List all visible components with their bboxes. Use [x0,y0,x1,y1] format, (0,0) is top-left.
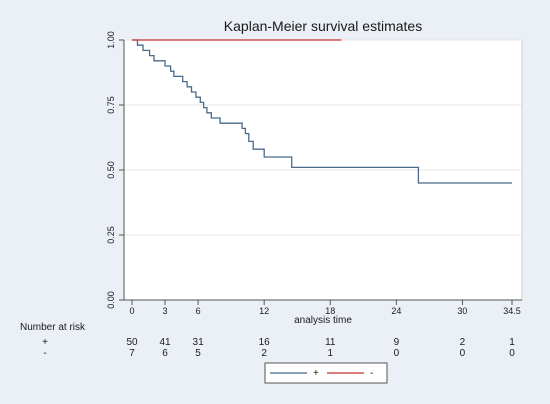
x-tick-label-3: 12 [259,306,269,316]
risk-cell: 9 [394,337,400,348]
risk-row-label-0: + [42,337,48,348]
risk-cell: 1 [509,337,515,348]
x-tick-label-6: 30 [457,306,467,316]
x-tick-label-2: 6 [196,306,201,316]
y-tick-label-4: 1.00 [106,31,116,49]
risk-cell: 11 [325,337,336,348]
legend-label-1: - [370,368,373,379]
risk-row-label-1: - [43,348,46,359]
y-tick-label-1: 0.25 [106,226,116,244]
risk-cell: 16 [259,337,271,348]
legend-box [264,362,388,384]
survival-curves [132,39,512,184]
x-tick-label-5: 24 [391,306,401,316]
x-axis-label: analysis time [294,315,352,326]
risk-cell: 31 [193,337,205,348]
risk-cell: 5 [195,348,201,359]
legend-label-0: + [313,368,319,379]
risk-table-title: Number at risk [20,322,86,333]
y-tick-label-3: 0.75 [106,96,116,114]
x-axis-ticks: 0 3 6 12 18 24 30 34.5 [129,300,521,316]
x-tick-label-7: 34.5 [503,306,521,316]
y-axis-ticks: 0.00 0.25 0.50 0.75 1.00 [106,31,124,309]
x-tick-label-1: 3 [163,306,168,316]
survival-curve-plus [132,39,512,184]
legend: + - [264,362,388,384]
y-tick-label-2: 0.50 [106,161,116,179]
risk-cell: 0 [509,348,515,359]
x-tick-label-4: 18 [325,306,335,316]
risk-cell: 2 [261,348,267,359]
risk-cell: 1 [327,348,333,359]
risk-cell: 41 [159,337,171,348]
risk-cell: 0 [394,348,400,359]
risk-cell: 7 [129,348,135,359]
risk-cell: 2 [460,337,466,348]
x-tick-label-0: 0 [129,306,134,316]
y-tick-label-0: 0.00 [106,291,116,309]
risk-cell: 0 [460,348,466,359]
risk-cell: 50 [126,337,138,348]
risk-table: Number at risk +50 41 31 16 11 9 2 1- 7 6 5 2 1 0 0 0 [20,322,515,359]
risk-cell: 6 [162,348,168,359]
chart-title: Kaplan-Meier survival estimates [224,18,422,34]
